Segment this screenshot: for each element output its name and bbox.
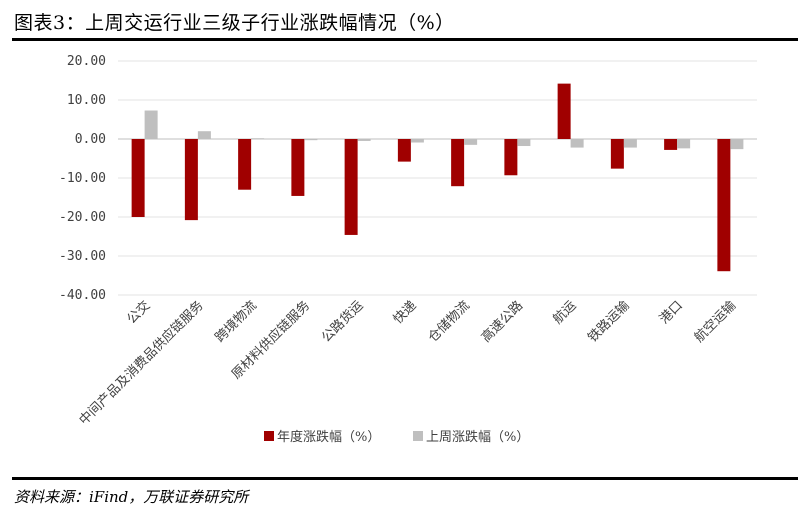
bar-weekly xyxy=(410,139,424,143)
bar-annual xyxy=(184,139,198,221)
bar-weekly xyxy=(623,139,637,148)
bar-weekly xyxy=(464,139,478,145)
bar-annual xyxy=(238,139,252,190)
y-tick-label: 0.00 xyxy=(75,132,106,147)
source-note: 资料来源：iFind，万联证券研究所 xyxy=(14,488,249,506)
legend-label: 上周涨跌幅（%） xyxy=(426,429,529,445)
bar-weekly xyxy=(570,139,584,148)
y-tick-label: -30.00 xyxy=(59,249,106,264)
chart-title: 图表3：上周交运行业三级子行业涨跌幅情况（%） xyxy=(14,12,455,34)
x-category-label: 航空运输 xyxy=(691,298,739,346)
x-category-label: 航运 xyxy=(550,298,580,328)
bar-annual xyxy=(291,139,305,196)
y-tick-label: -10.00 xyxy=(59,171,106,186)
y-tick-label: -20.00 xyxy=(59,210,106,225)
bar-weekly xyxy=(677,139,691,149)
bar-annual xyxy=(131,139,145,217)
y-tick-label: -40.00 xyxy=(59,288,106,303)
bar-annual xyxy=(344,139,358,235)
legend-label: 年度涨跌幅（%） xyxy=(277,429,380,445)
x-category-label: 公路货运 xyxy=(318,298,366,346)
bar-annual xyxy=(717,139,731,272)
bar-weekly xyxy=(304,139,318,141)
bar-annual xyxy=(610,139,624,169)
x-category-label: 铁路运输 xyxy=(585,298,633,346)
bar-annual xyxy=(397,139,411,162)
bar-weekly xyxy=(197,131,211,139)
x-category-label: 仓储物流 xyxy=(426,298,473,345)
bar-weekly xyxy=(144,110,158,139)
y-tick-label: 10.00 xyxy=(67,93,106,108)
x-category-label: 公交 xyxy=(124,298,154,328)
bar-annual xyxy=(451,139,465,187)
bar-weekly xyxy=(517,139,531,147)
legend-swatch xyxy=(264,431,274,441)
x-category-label: 高速公路 xyxy=(478,298,526,346)
x-category-label: 跨境物流 xyxy=(213,298,260,345)
bar-annual xyxy=(664,139,678,150)
bar-weekly xyxy=(251,138,265,139)
x-category-label: 港口 xyxy=(657,298,686,327)
legend-swatch xyxy=(413,431,423,441)
bar-annual xyxy=(557,83,571,139)
bar-annual xyxy=(504,139,518,176)
bar-weekly xyxy=(730,139,744,150)
bar-weekly xyxy=(357,139,371,141)
x-category-label: 快递 xyxy=(391,298,420,327)
bottom-rule xyxy=(12,477,798,480)
top-rule xyxy=(12,38,798,41)
y-tick-label: 20.00 xyxy=(67,54,106,69)
